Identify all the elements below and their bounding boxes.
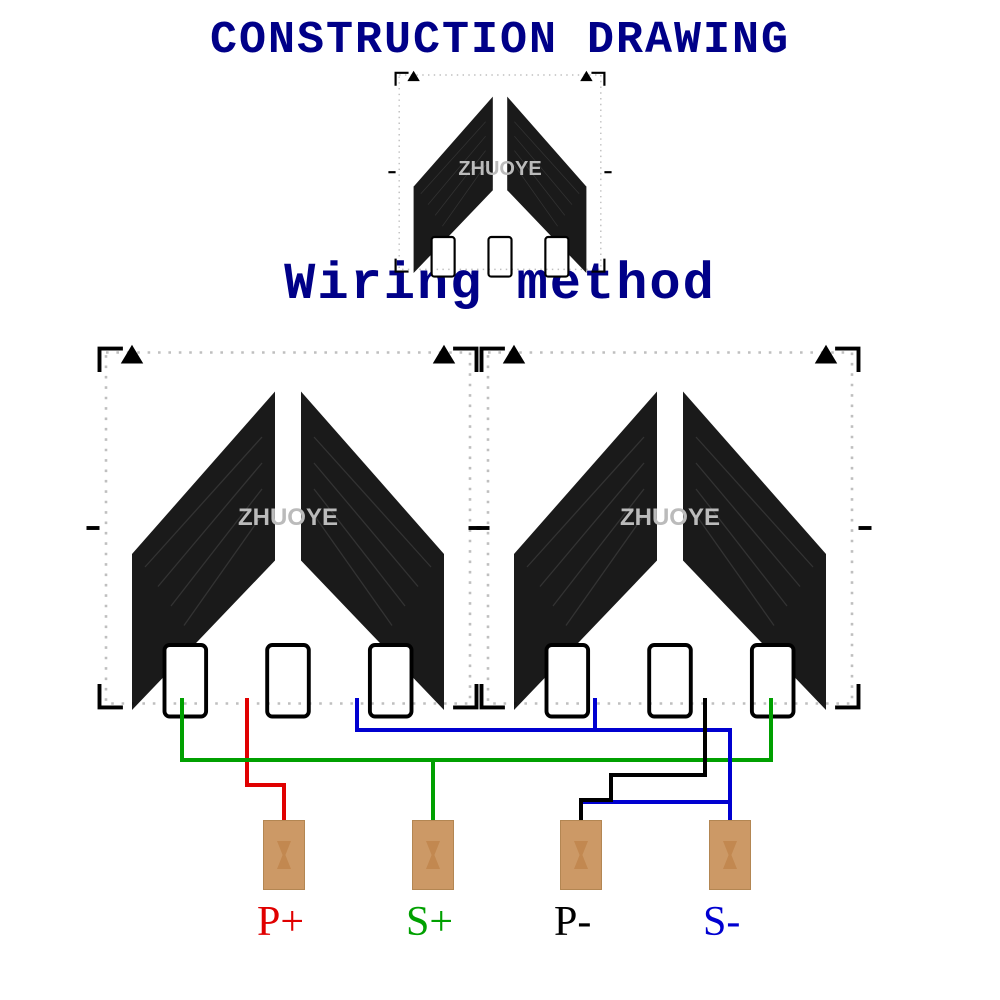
gauges-layer: ZHUOYE ZHUOYE ZHUOYE	[0, 0, 1000, 1000]
terminal-P-	[560, 820, 602, 890]
terminal-S-	[709, 820, 751, 890]
terminal-label-S-: S-	[703, 898, 740, 946]
watermark: ZHUOYE	[458, 158, 541, 180]
terminal-S+	[412, 820, 454, 890]
terminal-label-P-: P-	[554, 898, 591, 946]
strain-gauge-right	[469, 349, 872, 717]
terminal-P+	[263, 820, 305, 890]
terminal-label-P+: P+	[257, 898, 304, 946]
watermark: ZHUOYE	[238, 504, 338, 531]
watermark: ZHUOYE	[620, 504, 720, 531]
terminal-label-S+: S+	[406, 898, 453, 946]
strain-gauge-left	[87, 349, 490, 717]
